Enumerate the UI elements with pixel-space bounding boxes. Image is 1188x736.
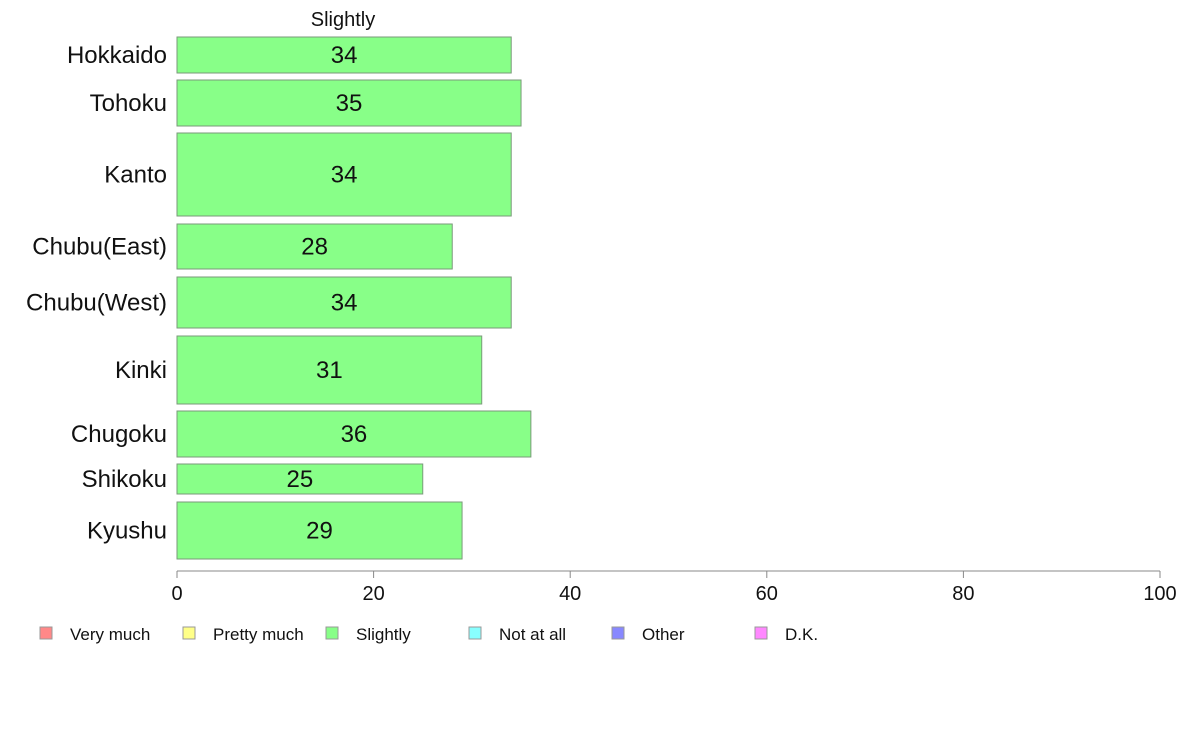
x-tick-label: 80 [952,583,974,605]
bar-chubu-east- [176,223,453,270]
category-label: Kinki [115,357,167,384]
category-label: Chugoku [71,421,167,448]
bar-value-label: 34 [331,42,358,69]
category-label: Kanto [104,162,167,189]
bar-value-label: 29 [306,518,333,545]
bar-kinki [176,335,483,405]
x-tick-label: 40 [559,583,581,605]
legend-label: Not at all [499,625,566,644]
bar-tohoku [176,79,522,127]
bar-hokkaido [176,36,512,74]
bar-value-label: 25 [287,466,314,493]
legend-swatch [468,626,482,640]
bar-kanto [176,132,512,217]
legend-swatch [182,626,196,640]
x-tick-label: 100 [1143,583,1176,605]
category-label: Hokkaido [67,42,167,69]
bar-value-label: 36 [341,421,368,448]
legend-label: Pretty much [213,625,304,644]
category-label: Kyushu [87,518,167,545]
legend-label: D.K. [785,625,818,644]
legend: Very much Pretty much Slightly Not at all Ot… [39,625,818,644]
legend-swatch [754,626,768,640]
bar-value-label: 35 [336,90,363,117]
bar-chubu-west- [176,276,512,329]
bar-chugoku [176,410,532,458]
legend-swatch [611,626,625,640]
category-label: Chubu(West) [26,290,167,317]
x-tick-label: 0 [171,583,182,605]
legend-label: Slightly [356,625,411,644]
category-label: Shikoku [82,466,167,493]
bar-value-label: 28 [301,234,328,261]
legend-label: Very much [70,625,150,644]
legend-swatch [39,626,53,640]
category-label: Chubu(East) [32,234,167,261]
bar-value-label: 31 [316,357,343,384]
chart-title: Slightly [311,9,375,31]
bar-shikoku [176,463,424,495]
legend-swatch [325,626,339,640]
x-tick-label: 60 [756,583,778,605]
bar-value-label: 34 [331,162,358,189]
x-axis: 0 20 40 60 80 100 [171,570,1177,605]
bars-layer: Hokkaido 34 Tohoku 35 Kanto 34 Chubu(East) 28 Ch… [26,36,532,560]
category-label: Tohoku [90,90,167,117]
legend-label: Other [642,625,685,644]
bar-kyushu [176,501,463,560]
bar-value-label: 34 [331,290,358,317]
x-tick-label: 20 [362,583,384,605]
